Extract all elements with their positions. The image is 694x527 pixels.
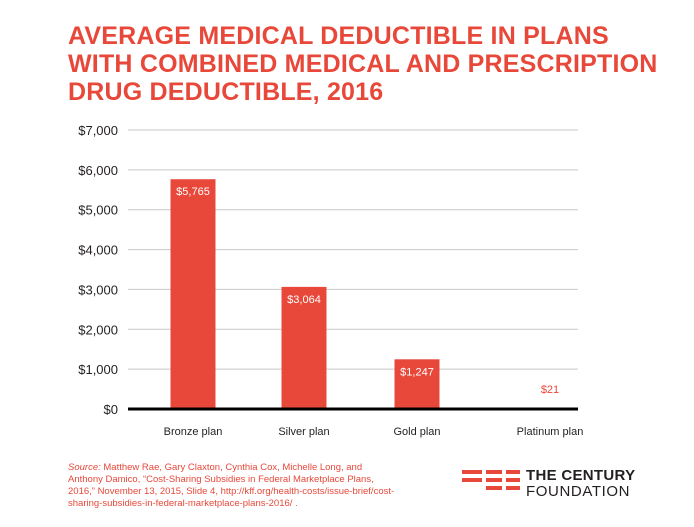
y-tick-label: $4,000 <box>78 243 118 258</box>
bar-value-labels: $5,765 $3,064 $1,247 $21 <box>176 186 559 396</box>
category-label: Platinum plan <box>517 426 584 438</box>
century-foundation-logo: THE CENTURY FOUNDATION <box>462 466 682 500</box>
y-tick-label: $0 <box>104 402 118 417</box>
category-label: Gold plan <box>393 426 440 438</box>
source-citation: Source: Matthew Rae, Gary Claxton, Cynth… <box>68 462 398 510</box>
bar-value-label: $3,064 <box>287 294 321 306</box>
category-label: Bronze plan <box>164 426 223 438</box>
y-tick-label: $2,000 <box>78 322 118 337</box>
y-tick-label: $7,000 <box>78 123 118 138</box>
bars <box>170 179 573 409</box>
logo-text-line1: THE CENTURY <box>526 467 636 484</box>
bar <box>170 179 216 409</box>
y-axis-tick-labels: $0 $1,000 $2,000 $3,000 $4,000 $5,000 $6,000 $7… <box>78 123 118 417</box>
bar-value-label: $21 <box>541 384 559 396</box>
y-tick-label: $6,000 <box>78 163 118 178</box>
y-tick-label: $3,000 <box>78 282 118 297</box>
bar <box>281 286 327 409</box>
bar-value-label: $5,765 <box>176 186 210 198</box>
bar-value-label: $1,247 <box>400 366 434 378</box>
chart-title: AVERAGE MEDICAL DEDUCTIBLE IN PLANS WITH… <box>68 22 658 106</box>
source-label: Source: <box>68 462 101 473</box>
source-text: Matthew Rae, Gary Claxton, Cynthia Cox, … <box>68 462 395 509</box>
bar <box>394 359 440 409</box>
logo-text-line2: FOUNDATION <box>526 483 631 500</box>
y-tick-label: $1,000 <box>78 362 118 377</box>
y-tick-label: $5,000 <box>78 203 118 218</box>
category-label: Silver plan <box>278 426 329 438</box>
x-axis-category-labels: Bronze plan Silver plan Gold plan Platinum … <box>164 426 584 438</box>
century-foundation-logo-icon <box>462 470 520 490</box>
